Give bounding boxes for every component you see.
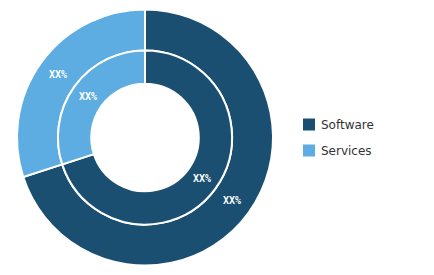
legend-swatch bbox=[303, 145, 315, 157]
donut: XX% XX% XX% XX% bbox=[17, 10, 273, 266]
legend-item: Software bbox=[303, 118, 374, 132]
chart: XX% XX% XX% XX% Software Services bbox=[0, 0, 434, 275]
legend-swatch bbox=[303, 119, 315, 131]
data-label: XX% bbox=[223, 195, 241, 206]
legend-label: Services bbox=[321, 144, 372, 158]
wedge bbox=[58, 50, 145, 164]
legend-item: Services bbox=[303, 144, 372, 158]
legend-label: Software bbox=[321, 118, 374, 132]
ring bbox=[58, 50, 232, 224]
legend: Software Services bbox=[303, 118, 374, 158]
ring bbox=[17, 10, 273, 266]
data-label: XX% bbox=[79, 91, 97, 102]
wedge bbox=[17, 10, 145, 178]
data-label: XX% bbox=[193, 173, 211, 184]
data-label: XX% bbox=[49, 69, 67, 80]
data-labels: XX% XX% bbox=[79, 91, 211, 185]
